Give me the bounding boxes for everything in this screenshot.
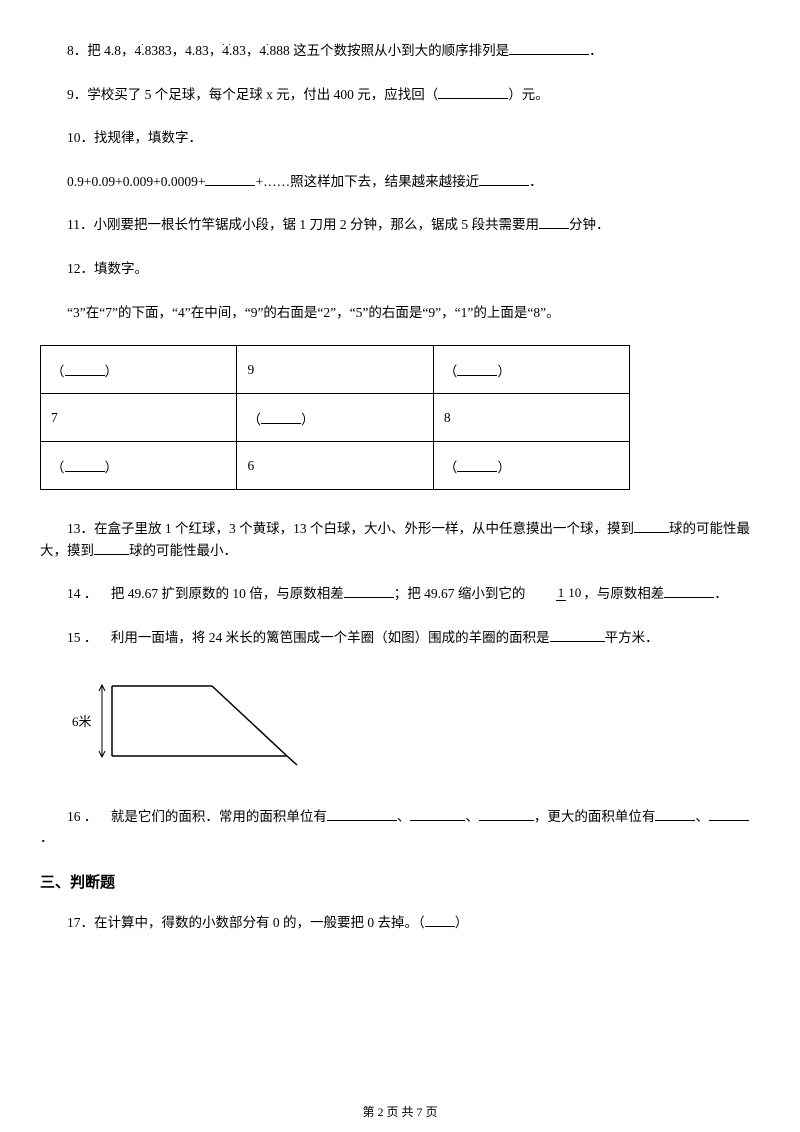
q16-label: 16 ． <box>67 809 97 824</box>
blank[interactable] <box>634 520 669 534</box>
blank[interactable] <box>509 42 589 56</box>
question-12-desc: “3”在“7”的下面，“4”在中间，“9”的右面是“2”，“5”的右面是“9”，… <box>40 302 760 324</box>
question-8: 8．把 4.8.，4.8383，4.83..，4.83.，4.888 这五个数按… <box>40 40 760 62</box>
question-13: 13．在盒子里放 1 个红球，3 个黄球，13 个白球，大小、外形一样，从中任意… <box>40 518 760 561</box>
blank[interactable] <box>205 172 255 186</box>
blank[interactable] <box>539 216 569 230</box>
trapezoid-diagram: 6米 <box>40 671 760 786</box>
blank[interactable] <box>94 541 129 555</box>
table-cell[interactable]: （） <box>433 442 629 490</box>
q17-label: 17． <box>67 915 94 930</box>
q10-label: 10． <box>67 130 94 145</box>
table-cell[interactable]: （） <box>433 346 629 394</box>
section-3-heading: 三、判断题 <box>40 871 760 892</box>
table-cell[interactable]: （） <box>41 442 237 490</box>
blank[interactable] <box>438 85 508 99</box>
q13-label: 13． <box>67 521 94 536</box>
question-14: 14 ． 把 49.67 扩到原数的 10 倍，与原数相差；把 49.67 缩小… <box>40 583 760 605</box>
fraction: 110 <box>529 586 584 600</box>
table-cell: 8 <box>433 394 629 442</box>
q15-label: 15 ． <box>67 630 97 645</box>
table-cell[interactable]: （） <box>237 394 433 442</box>
page-footer: 第 2 页 共 7 页 <box>0 1103 800 1120</box>
table-cell: 9 <box>237 346 433 394</box>
table-cell: 7 <box>41 394 237 442</box>
blank[interactable] <box>709 807 749 821</box>
blank[interactable] <box>410 807 465 821</box>
blank[interactable] <box>425 913 455 927</box>
diagram-label: 6米 <box>72 714 92 729</box>
blank[interactable] <box>327 807 397 821</box>
table-cell: 6 <box>237 442 433 490</box>
question-12: 12．填数字。 <box>40 258 760 280</box>
q8-label: 8． <box>67 43 87 58</box>
table-cell[interactable]: （） <box>41 346 237 394</box>
blank[interactable] <box>479 172 529 186</box>
q11-label: 11． <box>67 217 94 232</box>
question-11: 11．小刚要把一根长竹竿锯成小段，锯 1 刀用 2 分钟，那么，锯成 5 段共需… <box>40 214 760 236</box>
question-9: 9．学校买了 5 个足球，每个足球 x 元，付出 400 元，应找回（）元。 <box>40 84 760 106</box>
q14-label: 14 ． <box>67 586 97 601</box>
blank[interactable] <box>550 628 605 642</box>
blank[interactable] <box>655 807 695 821</box>
grid-table: （） 9 （） 7 （） 8 （） 6 （） <box>40 345 630 490</box>
question-10b: 0.9+0.09+0.009+0.0009++……照这样加下去，结果越来越接近． <box>40 171 760 193</box>
q9-label: 9． <box>67 87 87 102</box>
blank[interactable] <box>344 585 394 599</box>
blank[interactable] <box>479 807 534 821</box>
question-17: 17．在计算中，得数的小数部分有 0 的，一般要把 0 去掉。（） <box>40 912 760 934</box>
q12-label: 12． <box>67 261 94 276</box>
question-15: 15 ． 利用一面墙，将 24 米长的篱笆围成一个羊圈（如图）围成的羊圈的面积是… <box>40 627 760 649</box>
question-10: 10．找规律，填数字． <box>40 127 760 149</box>
blank[interactable] <box>664 585 714 599</box>
question-16: 16 ． 就是它们的面积．常用的面积单位有、、，更大的面积单位有、． <box>40 806 760 849</box>
